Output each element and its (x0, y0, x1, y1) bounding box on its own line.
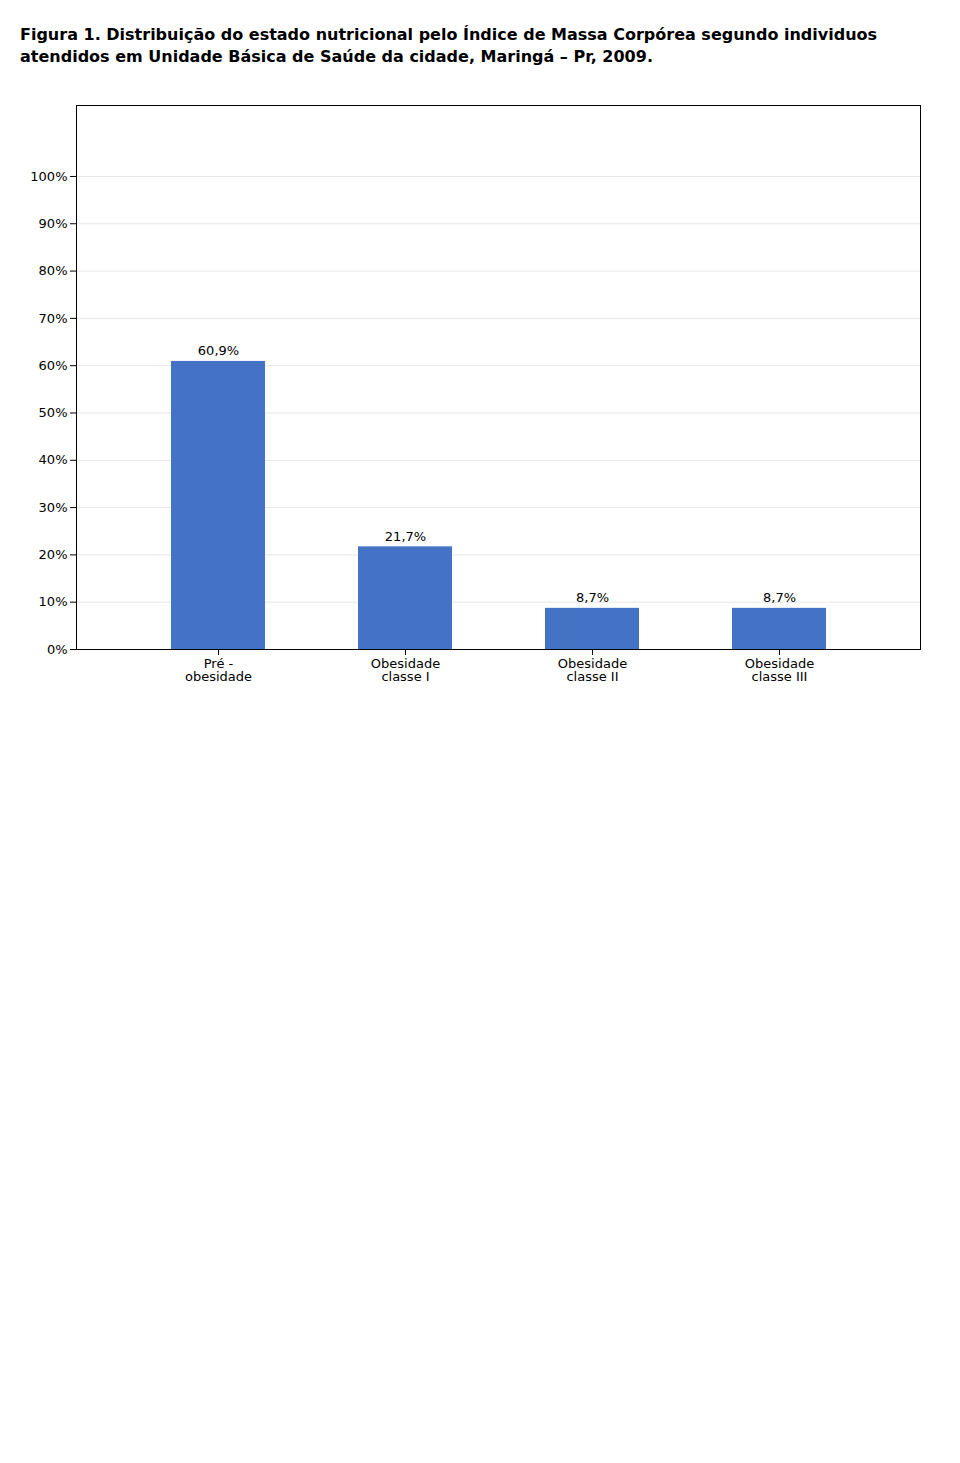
svg-text:0%: 0% (47, 641, 68, 656)
svg-text:90%: 90% (39, 216, 68, 231)
svg-text:100%: 100% (30, 168, 67, 183)
svg-text:20%: 20% (39, 547, 68, 562)
svg-text:70%: 70% (39, 310, 68, 325)
svg-text:60,9%: 60,9% (198, 343, 239, 358)
svg-text:Obesidadeclasse II: Obesidadeclasse II (558, 656, 627, 684)
svg-text:21,7%: 21,7% (385, 529, 426, 544)
svg-text:8,7%: 8,7% (763, 590, 796, 605)
svg-text:60%: 60% (39, 358, 68, 373)
svg-text:80%: 80% (39, 263, 68, 278)
svg-text:Obesidadeclasse I: Obesidadeclasse I (371, 656, 440, 684)
svg-text:50%: 50% (39, 405, 68, 420)
svg-text:40%: 40% (39, 452, 68, 467)
svg-text:Pré -obesidade: Pré -obesidade (185, 656, 252, 684)
svg-text:Obesidadeclasse III: Obesidadeclasse III (745, 656, 814, 684)
html-text:Figura 1. Distribuição do esta: Figura 1. Distribuição do estado nutrici… (20, 25, 878, 67)
svg-text:8,7%: 8,7% (576, 590, 609, 605)
svg-text:10%: 10% (39, 594, 68, 609)
svg-text:30%: 30% (39, 500, 68, 515)
